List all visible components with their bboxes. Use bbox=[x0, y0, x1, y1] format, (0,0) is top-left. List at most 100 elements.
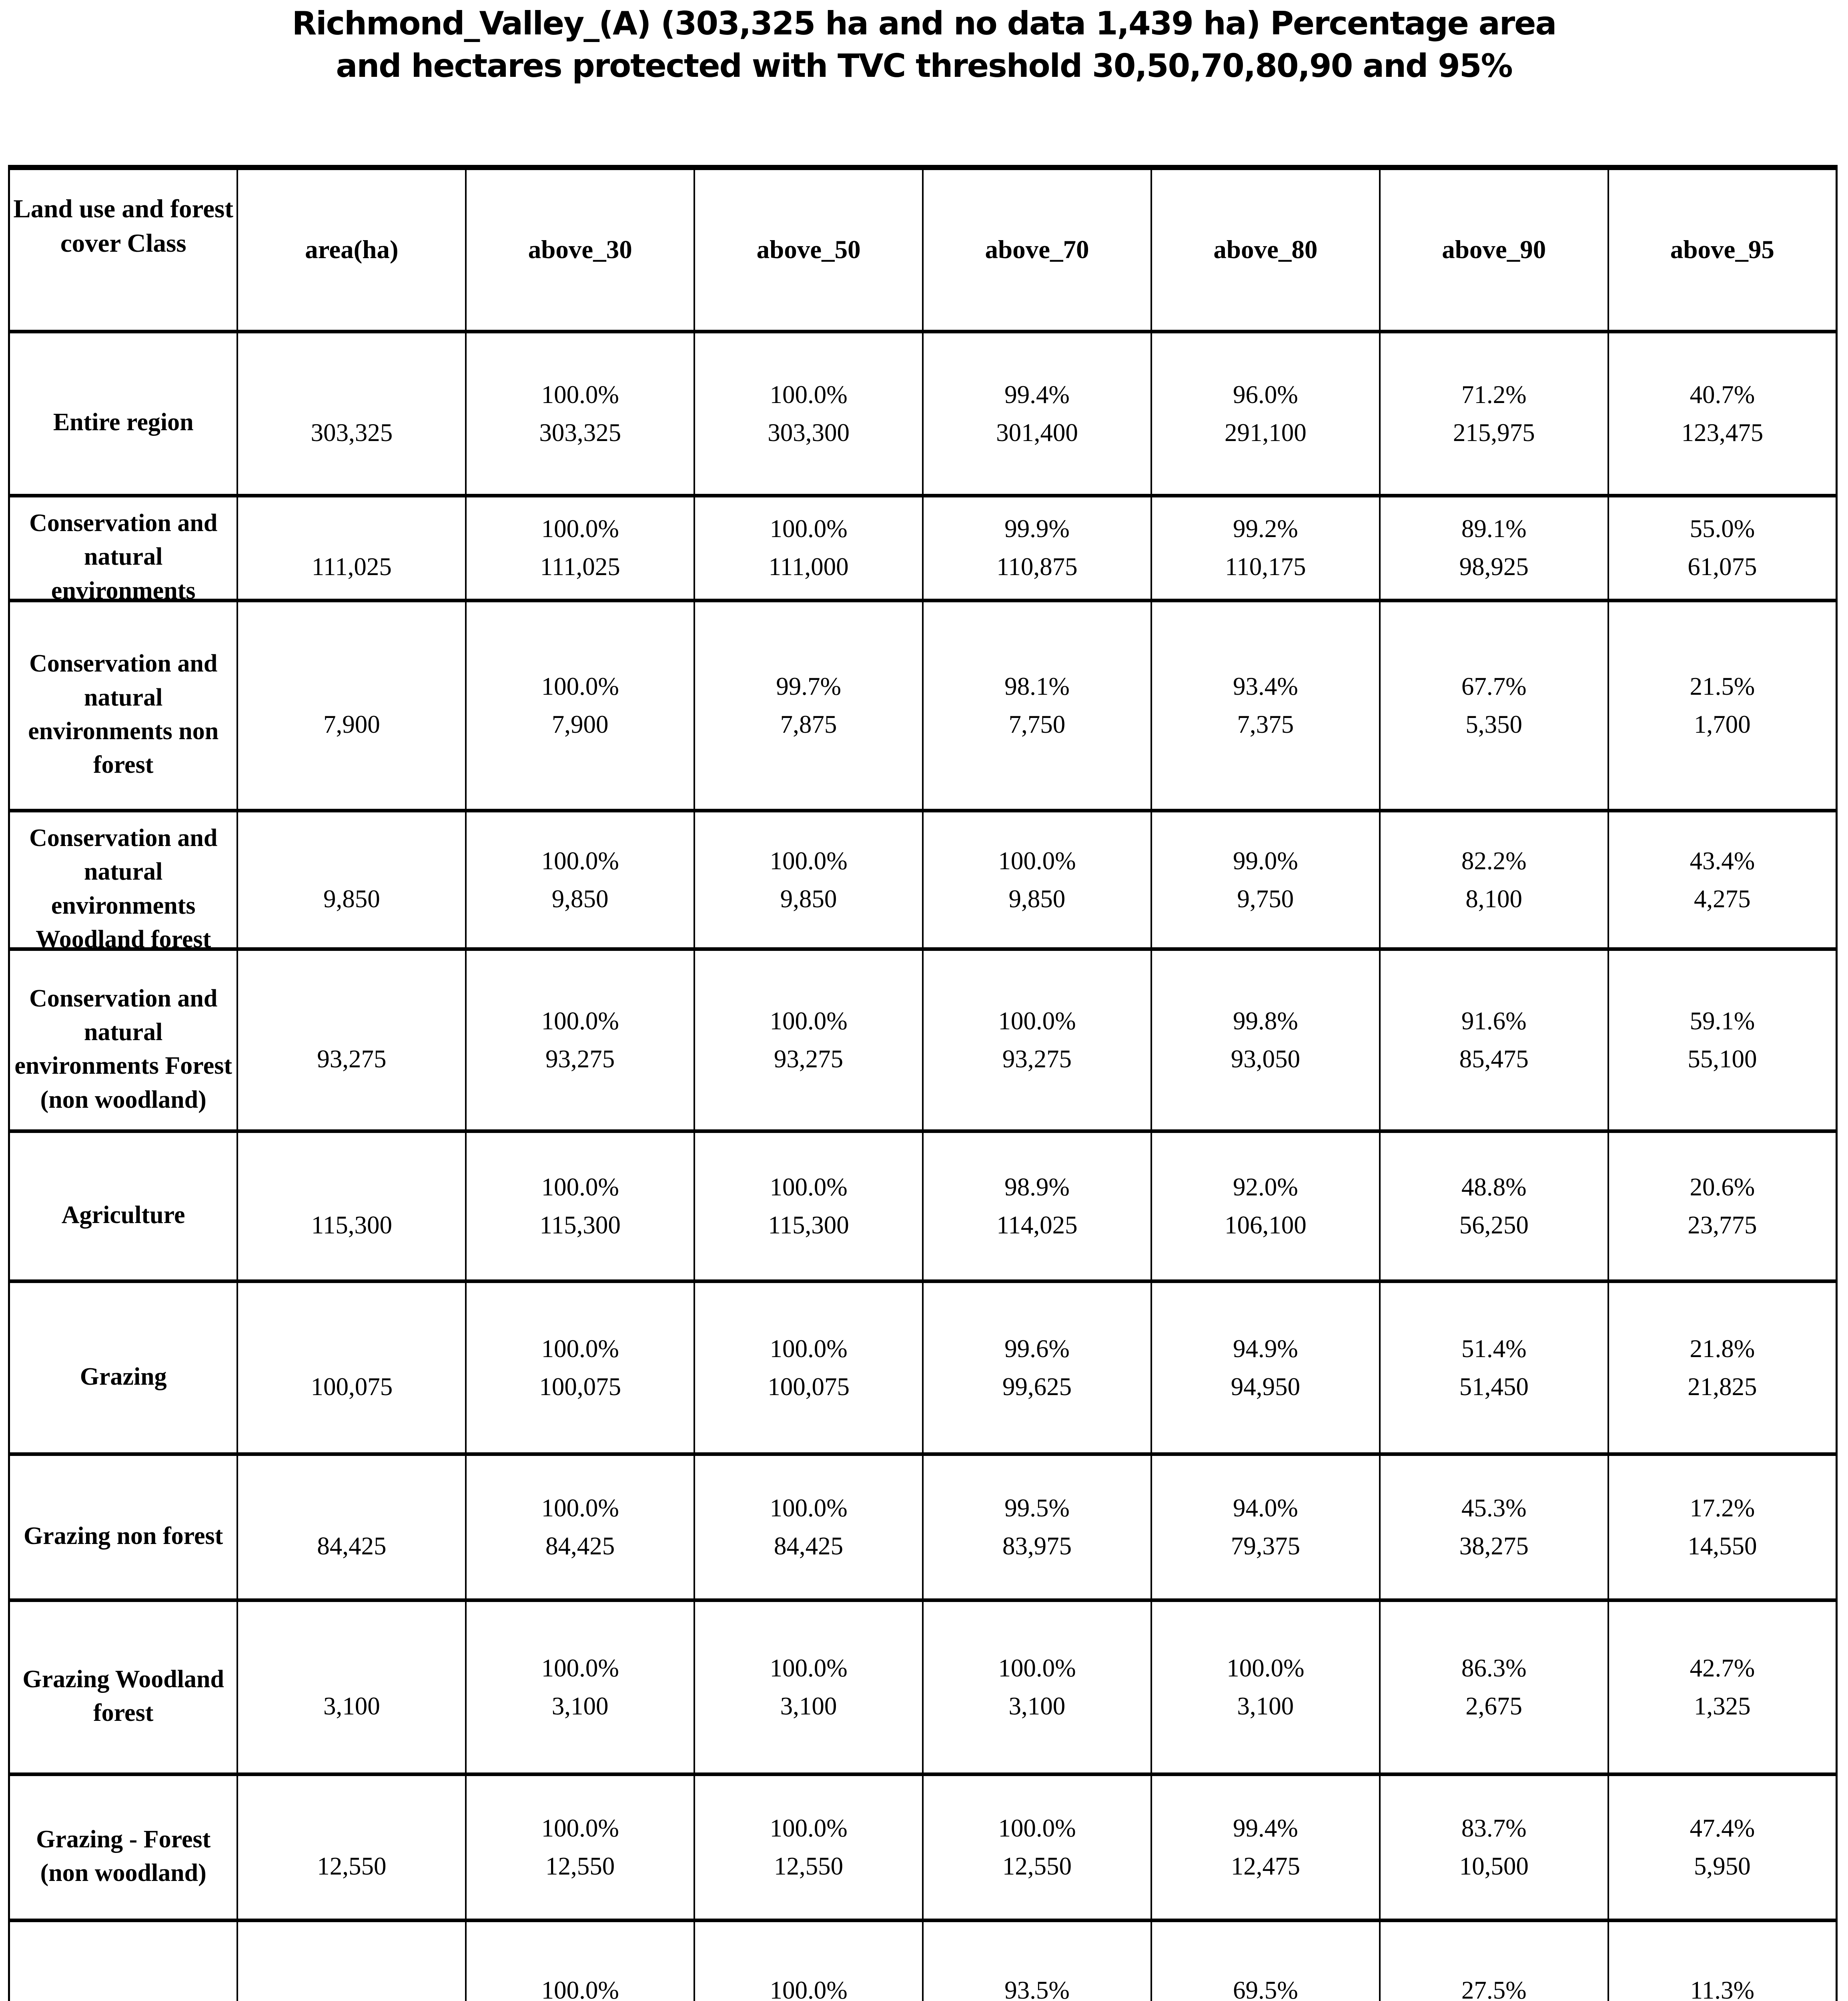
threshold-cell-above_90: 89.1% 98,925 bbox=[1379, 494, 1609, 602]
percent-value: 40.7% bbox=[1690, 380, 1755, 409]
threshold-cell-above_80: 99.4% 12,475 bbox=[1150, 1772, 1381, 1923]
column-header-above-95: above_95 bbox=[1607, 166, 1838, 333]
table-header-row: Land use and forest cover Class area(ha) a… bbox=[8, 166, 1838, 333]
percent-value: 27.5% bbox=[1461, 1976, 1527, 2001]
hectares-value: 111,025 bbox=[540, 553, 620, 581]
hectares-value: 106,100 bbox=[1224, 1211, 1307, 1239]
percent-value: 100.0% bbox=[998, 1654, 1076, 1682]
row-class-label-cell: Conservation and natural environments Fo… bbox=[8, 947, 239, 1133]
empty-line bbox=[317, 1971, 386, 2001]
hectares-value: 301,400 bbox=[996, 418, 1078, 447]
threshold-cell-above_30: 100.0% 84,425 bbox=[465, 1452, 696, 1602]
row-class-label-cell: Agriculture bbox=[8, 1129, 239, 1283]
row-area-value: 84,425 bbox=[317, 1532, 387, 1560]
hectares-value: 110,875 bbox=[996, 553, 1078, 581]
hectares-value: 98,925 bbox=[1459, 553, 1529, 581]
hectares-value: 4,275 bbox=[1694, 884, 1751, 913]
hectares-value: 12,550 bbox=[545, 1852, 615, 1881]
hectares-value: 55,100 bbox=[1688, 1045, 1757, 1073]
percent-value: 100.0% bbox=[770, 1654, 848, 1682]
threshold-cell-above_50: 100.0% 115,300 bbox=[694, 1129, 924, 1283]
row-class-label-cell: Conservation and natural environments bbox=[8, 494, 239, 604]
column-header-above-50: above_50 bbox=[694, 166, 924, 333]
table-row: Grazing 100,075 100.0% 100,075 100.0% 100,07… bbox=[8, 1279, 1838, 1456]
hectares-value: 85,475 bbox=[1459, 1045, 1529, 1073]
hectares-value: 9,850 bbox=[1008, 884, 1066, 913]
threshold-cell-above_30: 100.0% 3,100 bbox=[465, 1598, 696, 1776]
row-class-label: Grazing - Forest (non woodland) bbox=[36, 1825, 211, 1887]
threshold-cell-above_70: 99.6% 99,625 bbox=[922, 1279, 1152, 1456]
empty-line bbox=[317, 1809, 386, 1847]
empty-line bbox=[323, 842, 380, 880]
threshold-cell-above_30: 100.0% 100,075 bbox=[465, 1279, 696, 1456]
percent-value: 99.0% bbox=[1233, 846, 1298, 875]
hectares-value: 303,325 bbox=[539, 418, 621, 447]
hectares-value: 84,425 bbox=[545, 1532, 615, 1560]
percent-value: 42.7% bbox=[1690, 1654, 1755, 1682]
threshold-cell-above_70: 99.4% 301,400 bbox=[922, 330, 1152, 497]
hectares-value: 21,825 bbox=[1688, 1372, 1757, 1401]
row-area-value: 100,075 bbox=[311, 1372, 393, 1401]
empty-line bbox=[317, 1002, 386, 1040]
threshold-cell-above_95: 11.3%1,425 bbox=[1607, 1919, 1838, 2001]
hectares-value: 93,275 bbox=[1002, 1045, 1072, 1073]
column-header-above-90: above_90 bbox=[1379, 166, 1609, 333]
threshold-cell-above_80: 99.2% 110,175 bbox=[1150, 494, 1381, 602]
threshold-cell-above_90: 71.2% 215,975 bbox=[1379, 330, 1609, 497]
threshold-cell-above_90: 67.7% 5,350 bbox=[1379, 598, 1609, 812]
percent-value: 100.0% bbox=[998, 1007, 1076, 1035]
percent-value: 83.7% bbox=[1461, 1814, 1527, 1843]
threshold-cell-above_80: 99.0% 9,750 bbox=[1150, 808, 1381, 951]
hectares-value: 56,250 bbox=[1459, 1211, 1529, 1239]
row-area-cell: 93,275 bbox=[237, 947, 467, 1133]
threshold-cell-above_70: 99.5% 83,975 bbox=[922, 1452, 1152, 1602]
percent-value: 100.0% bbox=[541, 1654, 619, 1682]
column-header-above-80: above_80 bbox=[1150, 166, 1381, 333]
hectares-value: 10,500 bbox=[1459, 1852, 1529, 1881]
table-row: Conservation and natural environments Wo… bbox=[8, 808, 1838, 953]
row-class-label-cell: Conservation and natural environments Wo… bbox=[8, 808, 239, 953]
hectares-value: 5,950 bbox=[1694, 1852, 1751, 1881]
percent-value: 100.0% bbox=[770, 380, 848, 409]
row-class-label-cell: Grazing bbox=[8, 1279, 239, 1456]
threshold-cell-above_80: 94.0% 79,375 bbox=[1150, 1452, 1381, 1602]
row-class-label-cell: Conservation and natural environments no… bbox=[8, 598, 239, 812]
threshold-cell-above_95: 59.1% 55,100 bbox=[1607, 947, 1838, 1133]
table-row: Conservation and natural environments no… bbox=[8, 598, 1838, 812]
threshold-cell-above_30: 100.0% 9,850 bbox=[465, 808, 696, 951]
table-row: Entire region 303,325 100.0% 303,325 100.0%… bbox=[8, 330, 1838, 497]
hectares-value: 93,050 bbox=[1231, 1045, 1300, 1073]
table-row: Grazing Woodland forest 3,100 100.0% 3,100… bbox=[8, 1598, 1838, 1776]
hectares-value: 3,100 bbox=[1237, 1692, 1294, 1720]
threshold-cell-above_50: 100.0% 9,850 bbox=[694, 808, 924, 951]
hectares-value: 3,100 bbox=[551, 1692, 609, 1720]
row-area-cell: 12,550 bbox=[237, 1772, 467, 1923]
row-area-cell: 84,425 bbox=[237, 1452, 467, 1602]
threshold-cell-above_80: 96.0% 291,100 bbox=[1150, 330, 1381, 497]
threshold-cell-above_90: 27.5%3,475 bbox=[1379, 1919, 1609, 2001]
threshold-cell-above_95: 43.4% 4,275 bbox=[1607, 808, 1838, 951]
percent-value: 92.0% bbox=[1233, 1173, 1298, 1201]
row-area-cell: 3,100 bbox=[237, 1598, 467, 1776]
table-row: Grazing non forest 84,425 100.0% 84,425 100… bbox=[8, 1452, 1838, 1602]
percent-value: 100.0% bbox=[541, 672, 619, 700]
empty-line bbox=[311, 1330, 393, 1368]
row-area-cell: 9,850 bbox=[237, 808, 467, 951]
row-class-label: Entire region bbox=[53, 409, 194, 436]
hectares-value: 23,775 bbox=[1688, 1211, 1757, 1239]
hectares-value: 12,550 bbox=[774, 1852, 844, 1881]
threshold-cell-above_90: 86.3% 2,675 bbox=[1379, 1598, 1609, 1776]
percent-value: 45.3% bbox=[1461, 1494, 1527, 1522]
percent-value: 100.0% bbox=[1227, 1654, 1305, 1682]
hectares-value: 93,275 bbox=[545, 1045, 615, 1073]
row-class-label: Grazing non forest bbox=[24, 1522, 223, 1550]
threshold-cell-above_70: 100.0% 3,100 bbox=[922, 1598, 1152, 1776]
hectares-value: 83,975 bbox=[1002, 1532, 1072, 1560]
threshold-cell-above_70: 99.9% 110,875 bbox=[922, 494, 1152, 602]
threshold-cell-above_50: 100.0% 93,275 bbox=[694, 947, 924, 1133]
hectares-value: 84,425 bbox=[774, 1532, 844, 1560]
hectares-value: 1,700 bbox=[1694, 710, 1751, 738]
percent-value: 98.9% bbox=[1004, 1173, 1070, 1201]
hectares-value: 115,300 bbox=[768, 1211, 849, 1239]
hectares-value: 3,100 bbox=[780, 1692, 837, 1720]
